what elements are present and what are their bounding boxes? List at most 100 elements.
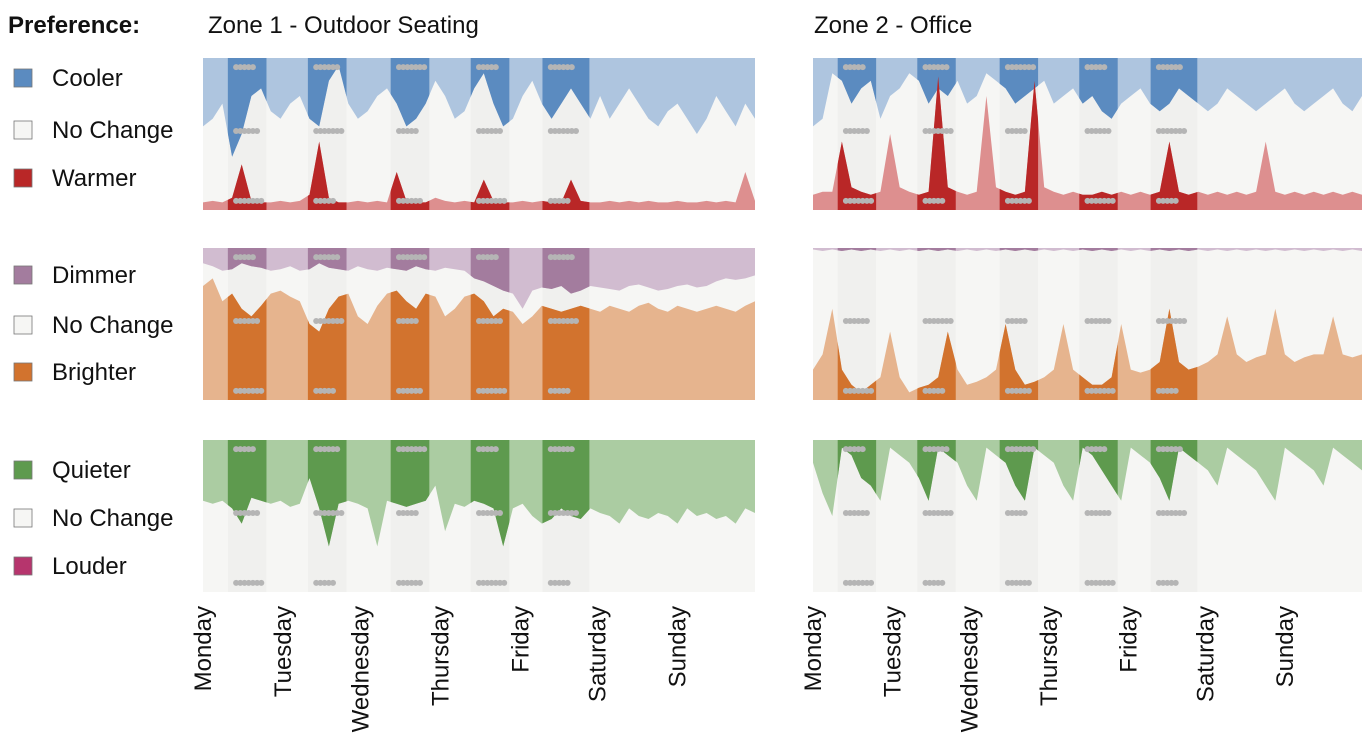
vote-dot bbox=[317, 387, 324, 394]
vote-dot bbox=[334, 510, 341, 516]
vote-dot bbox=[922, 64, 929, 71]
vote-dot bbox=[930, 510, 937, 516]
vote-dot bbox=[241, 254, 248, 261]
vote-dot bbox=[245, 510, 252, 516]
x-tick-label-0-3: Thursday bbox=[427, 606, 454, 706]
vote-dot bbox=[863, 128, 870, 134]
vote-dot bbox=[400, 446, 407, 453]
vote-dot bbox=[939, 197, 946, 204]
x-tick-label-0-5: Saturday bbox=[585, 606, 612, 702]
vote-dot bbox=[1172, 510, 1179, 516]
nochange-swatch bbox=[13, 315, 33, 335]
vote-dot bbox=[851, 318, 858, 324]
vote-dot bbox=[408, 579, 415, 586]
vote-dot bbox=[1013, 579, 1020, 586]
vote-dot bbox=[325, 254, 332, 261]
vote-dot bbox=[930, 64, 937, 71]
vote-dot bbox=[330, 510, 336, 516]
vote-dot bbox=[1160, 387, 1167, 394]
vote-dot bbox=[1105, 579, 1112, 586]
vote-dot bbox=[497, 197, 503, 204]
vote-dot bbox=[245, 318, 252, 324]
vote-dot bbox=[547, 128, 554, 134]
vote-dot bbox=[245, 446, 252, 453]
vote-dot bbox=[417, 387, 423, 394]
vote-dot bbox=[317, 254, 324, 261]
vote-dot bbox=[237, 254, 244, 261]
area-top-dark-1-light-1 bbox=[917, 248, 956, 251]
vote-dot bbox=[488, 579, 495, 586]
vote-dot bbox=[476, 197, 482, 204]
vote-dot bbox=[254, 387, 261, 394]
vote-dot bbox=[400, 128, 407, 134]
vote-dot bbox=[497, 387, 503, 394]
vote-dot bbox=[547, 64, 554, 71]
area-top-dark-0-thermal-1 bbox=[307, 58, 347, 127]
area-top-dark-1-noise-1 bbox=[917, 440, 956, 501]
vote-dot bbox=[325, 318, 332, 324]
vote-dot bbox=[1088, 579, 1095, 586]
vote-dot bbox=[560, 128, 567, 134]
vote-dot bbox=[847, 387, 854, 394]
vote-dot bbox=[851, 579, 858, 586]
vote-dot bbox=[564, 64, 571, 71]
area-top-dark-0-thermal-3 bbox=[470, 58, 510, 127]
vote-dot bbox=[237, 510, 244, 516]
vote-dot bbox=[245, 579, 252, 586]
vote-dot bbox=[321, 510, 328, 516]
vote-dot bbox=[552, 128, 558, 134]
vote-dot bbox=[935, 387, 942, 394]
vote-dot bbox=[1021, 197, 1028, 204]
vote-dot bbox=[939, 579, 946, 586]
vote-dot bbox=[1164, 128, 1171, 134]
vote-dot bbox=[330, 197, 336, 204]
area-top-dark-1-light-4 bbox=[1150, 248, 1198, 251]
vote-dot bbox=[1013, 446, 1020, 453]
vote-dot bbox=[404, 579, 411, 586]
vote-dot bbox=[1088, 197, 1095, 204]
vote-dot bbox=[233, 318, 240, 324]
vote-dot bbox=[484, 510, 491, 516]
vote-dot bbox=[412, 387, 419, 394]
vote-dot bbox=[851, 197, 858, 204]
vote-dot bbox=[492, 387, 499, 394]
vote-dot bbox=[1160, 318, 1167, 324]
vote-dot bbox=[1164, 318, 1171, 324]
vote-dot bbox=[556, 510, 563, 516]
vote-dot bbox=[404, 128, 411, 134]
legend-label-4: No Change bbox=[52, 312, 173, 339]
vote-dot bbox=[497, 579, 503, 586]
vote-dot bbox=[396, 579, 402, 586]
vote-dot bbox=[863, 579, 870, 586]
vote-dot bbox=[1017, 510, 1024, 516]
vote-dot bbox=[321, 446, 328, 453]
area-bottom-dark-1-light-0 bbox=[837, 343, 877, 400]
vote-dot bbox=[1009, 128, 1016, 134]
vote-dot bbox=[922, 579, 929, 586]
vote-dot bbox=[313, 64, 320, 71]
vote-dot bbox=[404, 254, 411, 261]
vote-dot bbox=[1025, 579, 1032, 586]
area-top-dark-0-noise-4 bbox=[542, 440, 590, 524]
vote-dot bbox=[847, 128, 854, 134]
vote-dot bbox=[863, 510, 870, 516]
vote-dot bbox=[476, 387, 482, 394]
area-top-dark-1-noise-3 bbox=[1079, 440, 1118, 496]
vote-dot bbox=[412, 197, 419, 204]
vote-dot bbox=[560, 446, 567, 453]
vote-dot bbox=[484, 579, 491, 586]
vote-dot bbox=[568, 64, 575, 71]
vote-dot bbox=[408, 318, 415, 324]
vote-dot bbox=[1160, 579, 1167, 586]
vote-dot bbox=[556, 64, 563, 71]
vote-dot bbox=[868, 387, 875, 394]
vote-dot bbox=[859, 510, 866, 516]
vote-dot bbox=[1030, 446, 1037, 453]
vote-dot bbox=[855, 387, 862, 394]
vote-dot bbox=[1030, 64, 1037, 71]
vote-dot bbox=[254, 318, 261, 324]
legend-label-5: Brighter bbox=[52, 359, 136, 386]
vote-dot bbox=[484, 64, 491, 71]
